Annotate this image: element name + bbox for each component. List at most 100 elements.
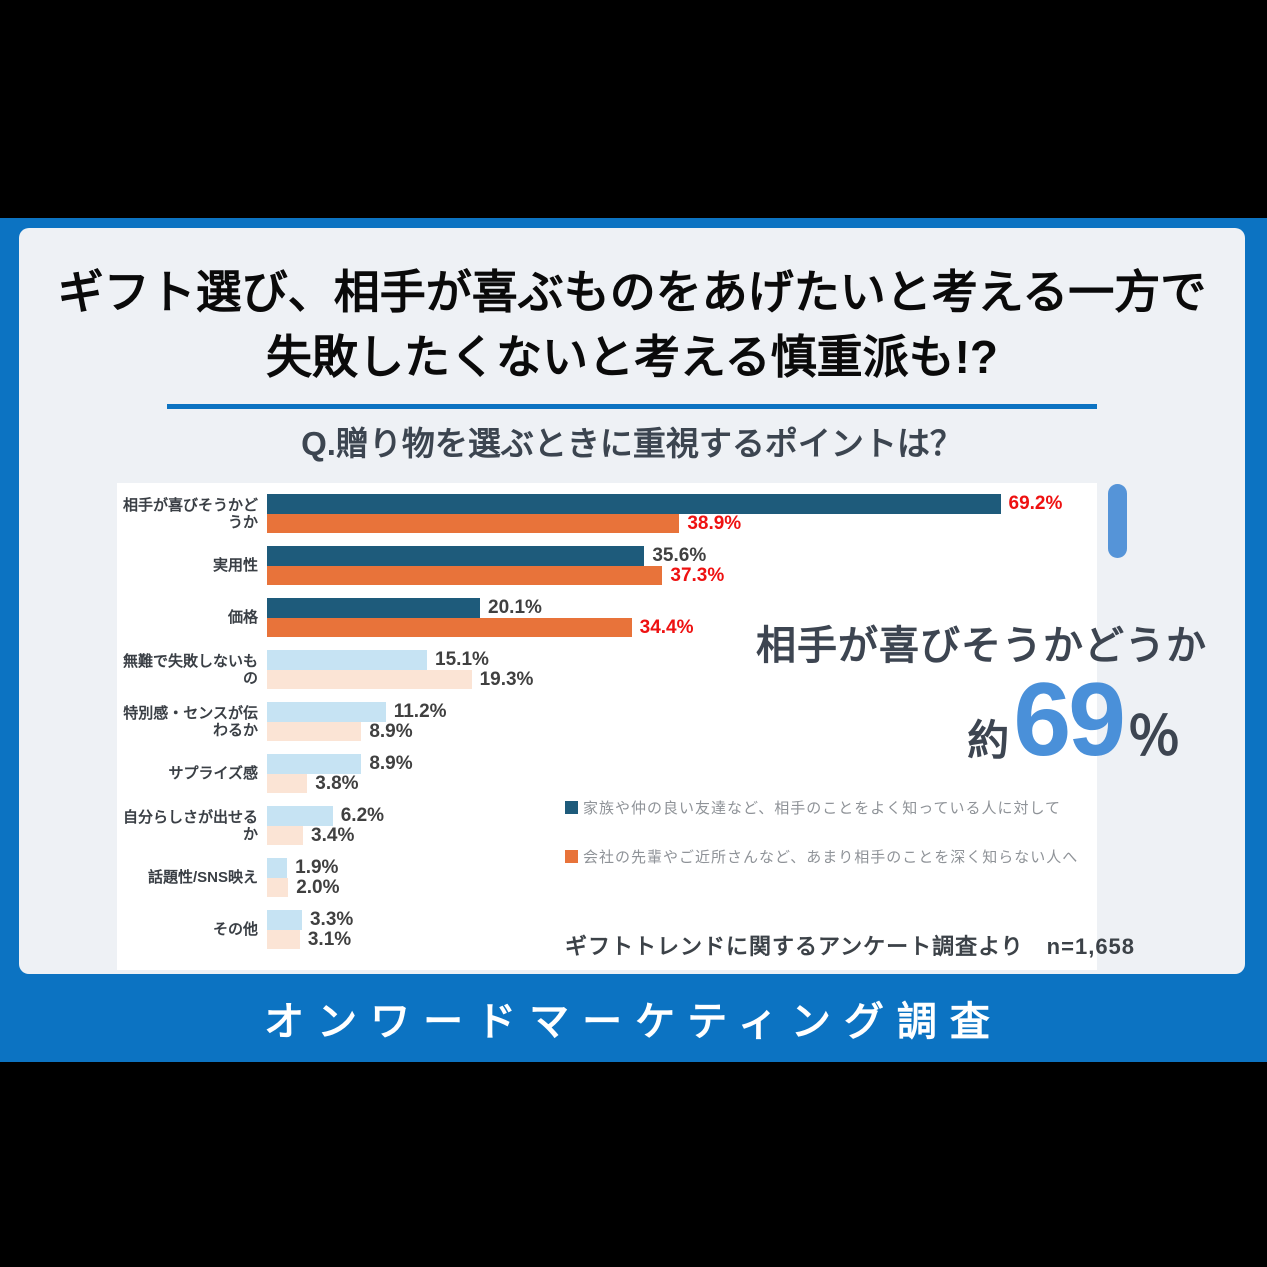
series2-bar [267, 721, 362, 741]
chart-row: 実用性 35.6% 37.3% [117, 546, 1097, 585]
category-label: サプライズ感 [168, 765, 258, 782]
bar-value-label: 8.9% [369, 753, 413, 775]
chart-row: 話題性/SNS映え 1.9% 2.0% [117, 858, 1097, 897]
bar-line: 3.8% [267, 772, 1097, 794]
bar-value-label: 35.6% [652, 545, 707, 567]
callout-number-group: 約 69 ％ [967, 662, 1181, 778]
title-line-2: 失敗したくないと考える慎重派も!? [265, 331, 999, 383]
chart-row: 無難で失敗しないもの 15.1% 19.3% [117, 650, 1097, 689]
bar-group: 11.2% 8.9% [267, 702, 1097, 741]
legend-swatch-blue [565, 801, 578, 814]
series2-bar [267, 929, 300, 949]
legend-item-known-person: 家族や仲の良い友達など、相手のことをよく知っている人に対して [565, 797, 1078, 818]
series1-bar [267, 754, 362, 774]
series2-bar [267, 513, 680, 533]
category-label: 話題性/SNS映え [147, 869, 258, 886]
bar-value-label: 1.9% [295, 857, 339, 879]
bar-group: 15.1% 19.3% [267, 650, 1097, 689]
chart-legend: 家族や仲の良い友達など、相手のことをよく知っている人に対して 会社の先輩やご近所… [565, 797, 1078, 895]
bar-value-label: 34.4% [639, 616, 694, 638]
bar-line: 2.0% [267, 876, 1097, 898]
series1-bar [267, 546, 645, 566]
category-label: 実用性 [212, 557, 258, 574]
bar-value-label: 3.4% [311, 824, 355, 846]
callout-big-number: 69 [1013, 662, 1126, 778]
chart-row: 特別感・センスが伝わるか 11.2% 8.9% [117, 702, 1097, 741]
bar-value-label: 3.3% [309, 909, 354, 931]
bar-value-label: 6.2% [340, 805, 385, 827]
bar-group: 1.9% 2.0% [267, 858, 1097, 897]
bar-line: 3.4% [267, 824, 1097, 846]
title-divider [167, 404, 1097, 409]
highlight-pill-marker [1108, 484, 1127, 558]
series1-bar [267, 910, 302, 930]
series2-bar [267, 565, 663, 585]
bar-line: 3.1% [267, 928, 1097, 950]
bar-value-label: 3.8% [315, 772, 359, 794]
bar-line: 37.3% [267, 564, 1097, 586]
series1-bar [267, 702, 386, 722]
bar-line: 34.4% [267, 616, 1097, 638]
bar-line: 38.9% [267, 512, 1097, 534]
bar-group: 35.6% 37.3% [267, 546, 1097, 585]
callout-prefix: 約 [967, 717, 1010, 765]
series1-bar [267, 858, 288, 878]
bar-line: 6.2% [267, 806, 1097, 826]
series1-bar [267, 650, 428, 670]
bar-line: 35.6% [267, 546, 1097, 566]
series2-bar [267, 617, 632, 637]
legend-label-known-person: 家族や仲の良い友達など、相手のことをよく知っている人に対して [583, 800, 1062, 817]
chart-row: 価格 20.1% 34.4% [117, 598, 1097, 637]
bar-group: 6.2% 3.4% [267, 806, 1097, 845]
bar-group: 3.3% 3.1% [267, 910, 1097, 949]
bar-value-label: 2.0% [296, 876, 340, 898]
category-label: 相手が喜びそうかどうか [122, 496, 258, 531]
series2-bar [267, 669, 472, 689]
category-label: 自分らしさが出せるか [122, 808, 258, 843]
chart-row: その他 3.3% 3.1% [117, 910, 1097, 949]
survey-question: Q.贈り物を選ぶときに重視するポイントは？ [301, 425, 963, 462]
series1-bar [267, 806, 333, 826]
bar-group: 69.2% 38.9% [267, 494, 1097, 533]
bar-line: 3.3% [267, 910, 1097, 930]
bar-value-label: 8.9% [369, 720, 413, 742]
legend-swatch-orange [565, 850, 578, 863]
bar-line: 8.9% [267, 720, 1097, 742]
category-label: 価格 [227, 609, 258, 626]
footer-band: オンワードマーケティング調査 [0, 974, 1267, 1062]
series2-bar [267, 773, 308, 793]
footer-title: オンワードマーケティング調査 [264, 1000, 1003, 1044]
bar-line: 20.1% [267, 598, 1097, 618]
chart-panel: 相手が喜びそうかどうか 69.2% 38.9% 実用性 35.6% 37.3% 価格 20.1… [117, 483, 1134, 970]
category-label: 特別感・センスが伝わるか [123, 704, 258, 739]
bar-chart: 相手が喜びそうかどうか 69.2% 38.9% 実用性 35.6% 37.3% 価格 20.1… [117, 494, 1097, 962]
legend-label-unknown-person: 会社の先輩やご近所さんなど、あまり相手のことを深く知らない人へ [583, 849, 1079, 866]
bar-value-label: 3.1% [307, 928, 352, 950]
title-line-1: ギフト選び、相手が喜ぶものをあげたいと考える一方で [57, 266, 1207, 318]
series2-bar [267, 877, 289, 897]
page-title: ギフト選び、相手が喜ぶものをあげたいと考える一方で 失敗したくないと考える慎重派… [19, 228, 1245, 390]
bar-line: 15.1% [267, 650, 1097, 670]
bar-group: 8.9% 3.8% [267, 754, 1097, 793]
chart-row: サプライズ感 8.9% 3.8% [117, 754, 1097, 793]
bar-value-label: 15.1% [435, 649, 489, 671]
bar-value-label: 19.3% [479, 668, 534, 690]
series2-bar [267, 825, 304, 845]
bar-line: 1.9% [267, 858, 1097, 878]
bar-value-label: 69.2% [1008, 493, 1063, 515]
bar-group: 20.1% 34.4% [267, 598, 1097, 637]
chart-row: 相手が喜びそうかどうか 69.2% 38.9% [117, 494, 1097, 533]
bar-value-label: 11.2% [393, 701, 447, 723]
bar-line: 69.2% [267, 494, 1097, 514]
bar-value-label: 20.1% [488, 597, 542, 619]
infographic-card: ギフト選び、相手が喜ぶものをあげたいと考える一方で 失敗したくないと考える慎重派… [19, 228, 1245, 974]
bar-value-label: 38.9% [687, 512, 742, 534]
bar-line: 8.9% [267, 754, 1097, 774]
bar-value-label: 37.3% [670, 564, 725, 586]
source-note: ギフトトレンドに関するアンケート調査より n=1,658 [565, 934, 1136, 959]
category-label: その他 [212, 921, 258, 938]
legend-item-unknown-person: 会社の先輩やご近所さんなど、あまり相手のことを深く知らない人へ [565, 846, 1078, 867]
series1-bar [267, 598, 481, 618]
category-label: 無難で失敗しないもの [122, 652, 258, 687]
series1-bar [267, 494, 1001, 514]
